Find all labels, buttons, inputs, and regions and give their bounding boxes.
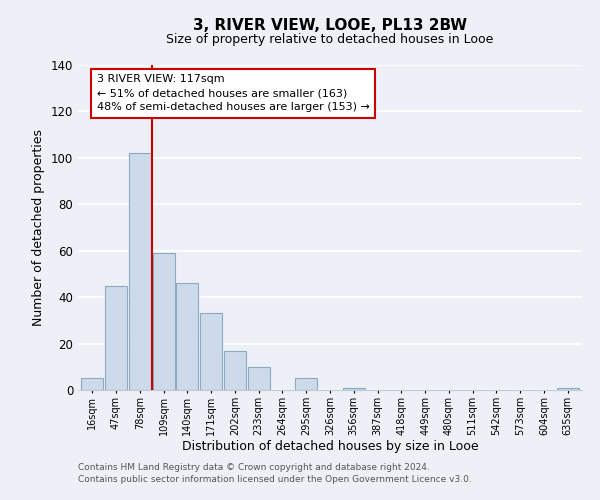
Bar (224, 350, 246, 390)
Text: Contains public sector information licensed under the Open Government Licence v3: Contains public sector information licen… (78, 475, 472, 484)
Bar (295, 378, 317, 390)
X-axis label: Distribution of detached houses by size in Looe: Distribution of detached houses by size … (182, 440, 478, 454)
Text: 3 RIVER VIEW: 117sqm
← 51% of detached houses are smaller (163)
48% of semi-deta: 3 RIVER VIEW: 117sqm ← 51% of detached h… (97, 74, 370, 112)
Bar (129, 153, 151, 390)
Bar (200, 314, 222, 390)
Bar (105, 286, 127, 390)
Bar (82, 378, 103, 390)
Bar (152, 253, 175, 390)
Text: Contains HM Land Registry data © Crown copyright and database right 2024.: Contains HM Land Registry data © Crown c… (78, 464, 430, 472)
Text: Size of property relative to detached houses in Looe: Size of property relative to detached ho… (166, 32, 494, 46)
Text: 3, RIVER VIEW, LOOE, PL13 2BW: 3, RIVER VIEW, LOOE, PL13 2BW (193, 18, 467, 32)
Bar (176, 283, 198, 390)
Bar (248, 367, 269, 390)
Bar (557, 388, 578, 390)
Bar (343, 388, 365, 390)
Y-axis label: Number of detached properties: Number of detached properties (32, 129, 45, 326)
